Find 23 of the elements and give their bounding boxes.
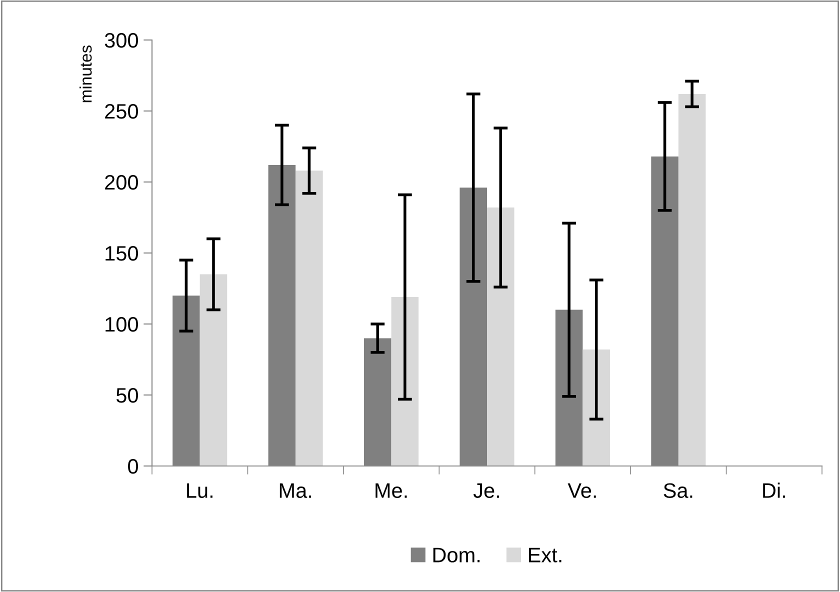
legend-label: Ext. [528, 548, 562, 562]
x-tick-label: Di. [763, 482, 785, 498]
x-tick-label: Ve. [568, 483, 596, 498]
bar [296, 170, 323, 466]
y-tick-label: 50 [116, 388, 138, 403]
y-axis-title: minutes [80, 46, 92, 102]
y-tick-label: 150 [106, 246, 138, 261]
bar [582, 350, 610, 466]
legend-label: Dom. [433, 548, 480, 562]
bar [391, 297, 419, 466]
bar [487, 208, 514, 466]
y-tick-label: 0 [128, 459, 138, 474]
y-tick-label: 200 [105, 175, 138, 190]
x-tick-label: Sa. [664, 483, 692, 498]
x-tick-label: Me. [376, 483, 407, 498]
bar [678, 94, 706, 466]
y-tick-label: 100 [106, 317, 138, 332]
x-tick-label: Lu. [187, 483, 212, 498]
x-tick-label: Ma. [280, 483, 312, 498]
x-tick-label: Je. [473, 483, 499, 498]
y-tick-label: 300 [104, 33, 138, 48]
bar [200, 274, 228, 466]
y-tick-label: 250 [105, 104, 138, 119]
